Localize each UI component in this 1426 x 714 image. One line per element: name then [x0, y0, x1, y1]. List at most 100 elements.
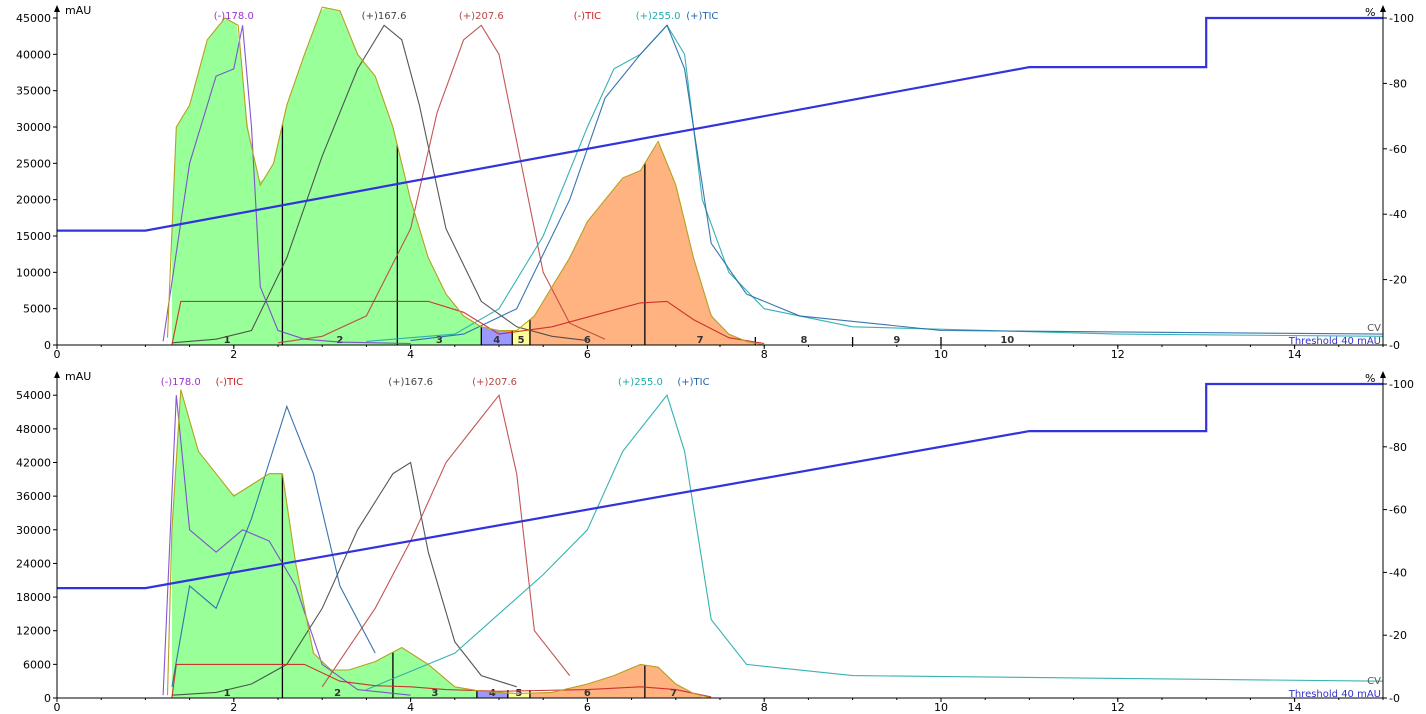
- series-line-5: [410, 24, 1384, 342]
- y2-tick-label-100: -100: [1389, 378, 1414, 391]
- x-tick-label-14: 14: [1288, 348, 1302, 361]
- y-tick-label-36000: 36000: [16, 490, 51, 503]
- trace-label-3: (+)207.6: [472, 377, 517, 388]
- x-tick-label-0: 0: [54, 701, 61, 714]
- y-axis-left-arrow: [54, 371, 60, 378]
- series-line-3: [366, 394, 1384, 691]
- fraction-label-3: 3: [431, 688, 438, 699]
- fraction-label-5: 5: [518, 335, 525, 346]
- x-tick-label-2: 2: [230, 348, 237, 361]
- x-tick-label-14: 14: [1288, 701, 1302, 714]
- fraction-label-6: 6: [584, 335, 591, 346]
- fraction-label-2: 2: [336, 335, 343, 346]
- y2-tick-label-80: -80: [1389, 441, 1407, 454]
- trace-label-6: (+)TIC: [686, 11, 718, 22]
- x-tick-label-12: 12: [1111, 701, 1125, 714]
- y-tick-label-40000: 40000: [16, 48, 51, 61]
- y-tick-label-15000: 15000: [16, 230, 51, 243]
- fraction-area-3: [397, 145, 482, 345]
- y2-tick-label-80: -80: [1389, 77, 1407, 90]
- fraction-area-4: [476, 690, 508, 698]
- trace-label-1: (-)178.0: [161, 377, 201, 388]
- fraction-label-3: 3: [436, 335, 443, 346]
- fraction-label-4: 4: [493, 335, 500, 346]
- x-tick-label-10: 10: [934, 348, 948, 361]
- series-line-3: [366, 24, 1384, 342]
- series-line-2: [277, 24, 606, 344]
- threshold-label: Threshold 40 mAU: [1288, 689, 1381, 700]
- series-line-6: [171, 300, 765, 346]
- x-tick-label-4: 4: [407, 701, 414, 714]
- trace-label-3: (+)207.6: [459, 11, 504, 22]
- cv-label: CV: [1367, 323, 1381, 334]
- y2-tick-label-0: -0: [1389, 339, 1400, 352]
- fraction-area-6: [529, 163, 645, 345]
- y2-tick-label-40: -40: [1389, 208, 1407, 221]
- fraction-label-8: 8: [800, 335, 807, 346]
- fraction-area-4: [481, 326, 513, 345]
- fraction-area-7: [644, 665, 703, 698]
- chart-panel-bottom: 1 2 3 4 5 6 70 2 4 6 8 10 12 140600012000180002400030…: [16, 370, 1414, 714]
- y-tick-label-20000: 20000: [16, 194, 51, 207]
- trace-label-2: (+)167.6: [362, 11, 407, 22]
- y2-unit-label: %: [1365, 372, 1375, 385]
- y-tick-label-54000: 54000: [16, 389, 51, 402]
- uv-trace-line: [166, 6, 765, 346]
- cv-label: CV: [1367, 676, 1381, 687]
- y2-unit-label: %: [1365, 6, 1375, 19]
- y2-tick-label-60: -60: [1389, 504, 1407, 517]
- fraction-label-10: 10: [1000, 335, 1014, 346]
- y-tick-label-0: 0: [44, 692, 51, 705]
- trace-label-5: (+)255.0: [618, 377, 663, 388]
- fraction-area-7: [644, 142, 756, 345]
- y-axis-right-arrow: [1380, 371, 1386, 378]
- fraction-area-5: [507, 693, 530, 698]
- y-tick-label-35000: 35000: [16, 85, 51, 98]
- fraction-label-1: 1: [224, 688, 231, 699]
- uv-trace-line: [166, 389, 712, 699]
- series-line-4: [162, 25, 411, 345]
- fraction-label-1: 1: [224, 335, 231, 346]
- x-tick-label-12: 12: [1111, 348, 1125, 361]
- y-tick-label-10000: 10000: [16, 266, 51, 279]
- y-tick-label-12000: 12000: [16, 625, 51, 638]
- fraction-label-4: 4: [489, 688, 496, 699]
- y2-tick-label-20: -20: [1389, 629, 1407, 642]
- gradient-percent-line: [57, 382, 1383, 590]
- trace-label-2: (-)TIC: [216, 377, 243, 388]
- x-tick-label-6: 6: [584, 701, 591, 714]
- y-tick-label-30000: 30000: [16, 121, 51, 134]
- y-tick-label-18000: 18000: [16, 591, 51, 604]
- series-line-2: [321, 393, 571, 688]
- chart-panel-top: 1 2 3 4 5 6 7 8 9 100 2 4 6 8 10 12 14050001000015000200…: [16, 4, 1414, 361]
- y-tick-label-42000: 42000: [16, 457, 51, 470]
- x-tick-label-2: 2: [230, 701, 237, 714]
- fraction-area-2: [282, 7, 398, 346]
- fraction-area-1: [171, 390, 283, 698]
- y-tick-label-25000: 25000: [16, 157, 51, 170]
- threshold-label: Threshold 40 mAU: [1288, 336, 1381, 347]
- y-tick-label-5000: 5000: [23, 303, 51, 316]
- trace-label-4: (-)TIC: [574, 11, 601, 22]
- y2-tick-label-60: -60: [1389, 143, 1407, 156]
- trace-label-5: (+)255.0: [636, 11, 681, 22]
- fraction-label-7: 7: [697, 335, 704, 346]
- series-line-4: [162, 395, 411, 696]
- fraction-label-2: 2: [334, 688, 341, 699]
- fraction-area-6: [529, 664, 645, 698]
- y-unit-label: mAU: [65, 4, 91, 17]
- y2-tick-label-100: -100: [1389, 12, 1414, 25]
- series-line-6: [171, 663, 712, 699]
- y2-tick-label-20: -20: [1389, 274, 1407, 287]
- fraction-area-1: [171, 19, 283, 345]
- fraction-area-2: [282, 473, 393, 698]
- series-line-5: [171, 404, 376, 687]
- y-tick-label-6000: 6000: [23, 658, 51, 671]
- series-line-1: [171, 461, 517, 696]
- y-tick-label-0: 0: [44, 339, 51, 352]
- y-axis-right-arrow: [1380, 5, 1386, 12]
- x-tick-label-10: 10: [934, 701, 948, 714]
- fraction-area-3: [392, 648, 477, 698]
